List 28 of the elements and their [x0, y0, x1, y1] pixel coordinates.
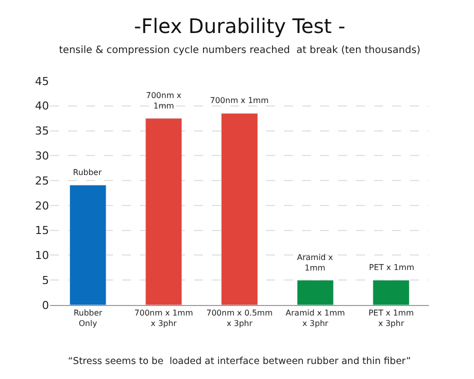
y-tick-label: 0	[42, 298, 49, 312]
annotation: 700nm x 1mm	[146, 91, 182, 110]
y-tick-label: 25	[35, 174, 49, 188]
x-tick-label: 700nm x 1mm x 3phr	[134, 308, 194, 328]
y-tick-label: 30	[35, 150, 49, 163]
bar	[372, 280, 410, 305]
x-tick-label: Aramid x 1mm x 3phr	[286, 308, 346, 328]
annotation: Rubber	[73, 168, 102, 177]
text: “Stress seems to be loaded at interface between rubber and thin fiber”	[68, 356, 411, 367]
x-tick-label: 700nm x 0.5mm x 3phr	[206, 308, 273, 328]
chart-title: -Flex Durability Test -	[134, 14, 346, 38]
y-tick-label: 35	[35, 124, 49, 138]
y-tick-label: 5	[42, 274, 49, 287]
annotation: PET x 1mm	[369, 263, 414, 272]
y-tick-label: 10	[35, 249, 49, 262]
bar	[69, 184, 106, 305]
annotation: 700nm x 1mm	[210, 96, 269, 105]
x-tick-label: Rubber Only	[74, 308, 103, 328]
annotation: Aramid x 1mm	[297, 253, 334, 272]
bar	[145, 118, 182, 305]
y-tick-label: 40	[35, 100, 49, 113]
bar	[221, 113, 258, 305]
y-tick-label: 20	[35, 199, 49, 212]
chart-subtitle: tensile & compression cycle numbers reached at break (ten thousands)	[59, 45, 421, 56]
x-tick-label: PET x 1mm x 3phr	[368, 308, 414, 328]
y-tick-label: 15	[35, 224, 49, 238]
y-tick-label: 45	[35, 74, 49, 88]
bar	[296, 280, 334, 305]
